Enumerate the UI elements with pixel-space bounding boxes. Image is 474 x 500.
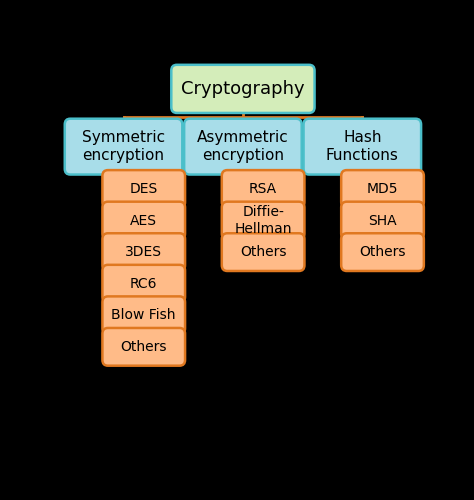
Text: Symmetric
encryption: Symmetric encryption	[82, 130, 165, 163]
Text: Diffie-
Hellman: Diffie- Hellman	[234, 206, 292, 236]
Text: MD5: MD5	[367, 182, 398, 196]
Text: 3DES: 3DES	[125, 245, 162, 259]
Text: SHA: SHA	[368, 214, 397, 228]
FancyBboxPatch shape	[341, 202, 424, 239]
FancyBboxPatch shape	[303, 118, 421, 174]
Text: Others: Others	[120, 340, 167, 354]
Text: RC6: RC6	[130, 276, 157, 290]
FancyBboxPatch shape	[222, 170, 304, 208]
Text: Hash
Functions: Hash Functions	[326, 130, 399, 163]
FancyBboxPatch shape	[65, 118, 182, 174]
FancyBboxPatch shape	[102, 265, 185, 302]
Text: RSA: RSA	[249, 182, 277, 196]
FancyBboxPatch shape	[102, 170, 185, 208]
FancyBboxPatch shape	[184, 118, 301, 174]
Text: AES: AES	[130, 214, 157, 228]
FancyBboxPatch shape	[171, 65, 315, 113]
FancyBboxPatch shape	[222, 234, 304, 271]
FancyBboxPatch shape	[341, 234, 424, 271]
Text: Cryptography: Cryptography	[181, 80, 305, 98]
Text: Others: Others	[359, 245, 406, 259]
Text: Others: Others	[240, 245, 286, 259]
Text: Blow Fish: Blow Fish	[111, 308, 176, 322]
FancyBboxPatch shape	[102, 234, 185, 271]
Text: Asymmetric
encryption: Asymmetric encryption	[197, 130, 289, 163]
FancyBboxPatch shape	[102, 202, 185, 239]
FancyBboxPatch shape	[222, 202, 304, 239]
FancyBboxPatch shape	[102, 328, 185, 366]
FancyBboxPatch shape	[102, 296, 185, 334]
Text: DES: DES	[129, 182, 158, 196]
FancyBboxPatch shape	[341, 170, 424, 208]
